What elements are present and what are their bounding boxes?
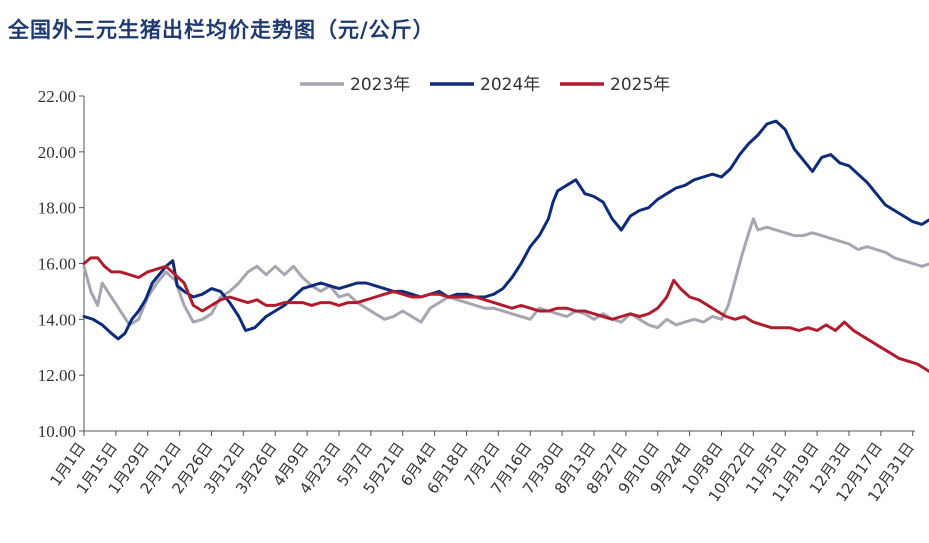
chart-legend: 2023年 2024年 2025年: [300, 75, 670, 95]
legend-label-3: 2025年: [610, 75, 670, 95]
series-layer: [82, 119, 929, 373]
legend-label-1: 2023年: [350, 75, 410, 95]
y-tick-label: 14.00: [38, 310, 76, 329]
series-line-3: [82, 256, 929, 373]
y-tick-label: 18.00: [38, 199, 76, 218]
y-tick-label: 20.00: [38, 143, 76, 162]
y-tick-label: 12.00: [38, 366, 76, 385]
y-tick-label: 16.00: [38, 255, 76, 274]
series-line-1: [82, 217, 929, 330]
series-line-2: [82, 119, 929, 341]
y-tick-label: 22.00: [38, 87, 76, 106]
legend-label-2: 2024年: [480, 75, 540, 95]
chart-title: 全国外三元生猪出栏均价走势图（元/公斤）: [8, 18, 435, 42]
y-tick-label: 10.00: [38, 422, 76, 441]
